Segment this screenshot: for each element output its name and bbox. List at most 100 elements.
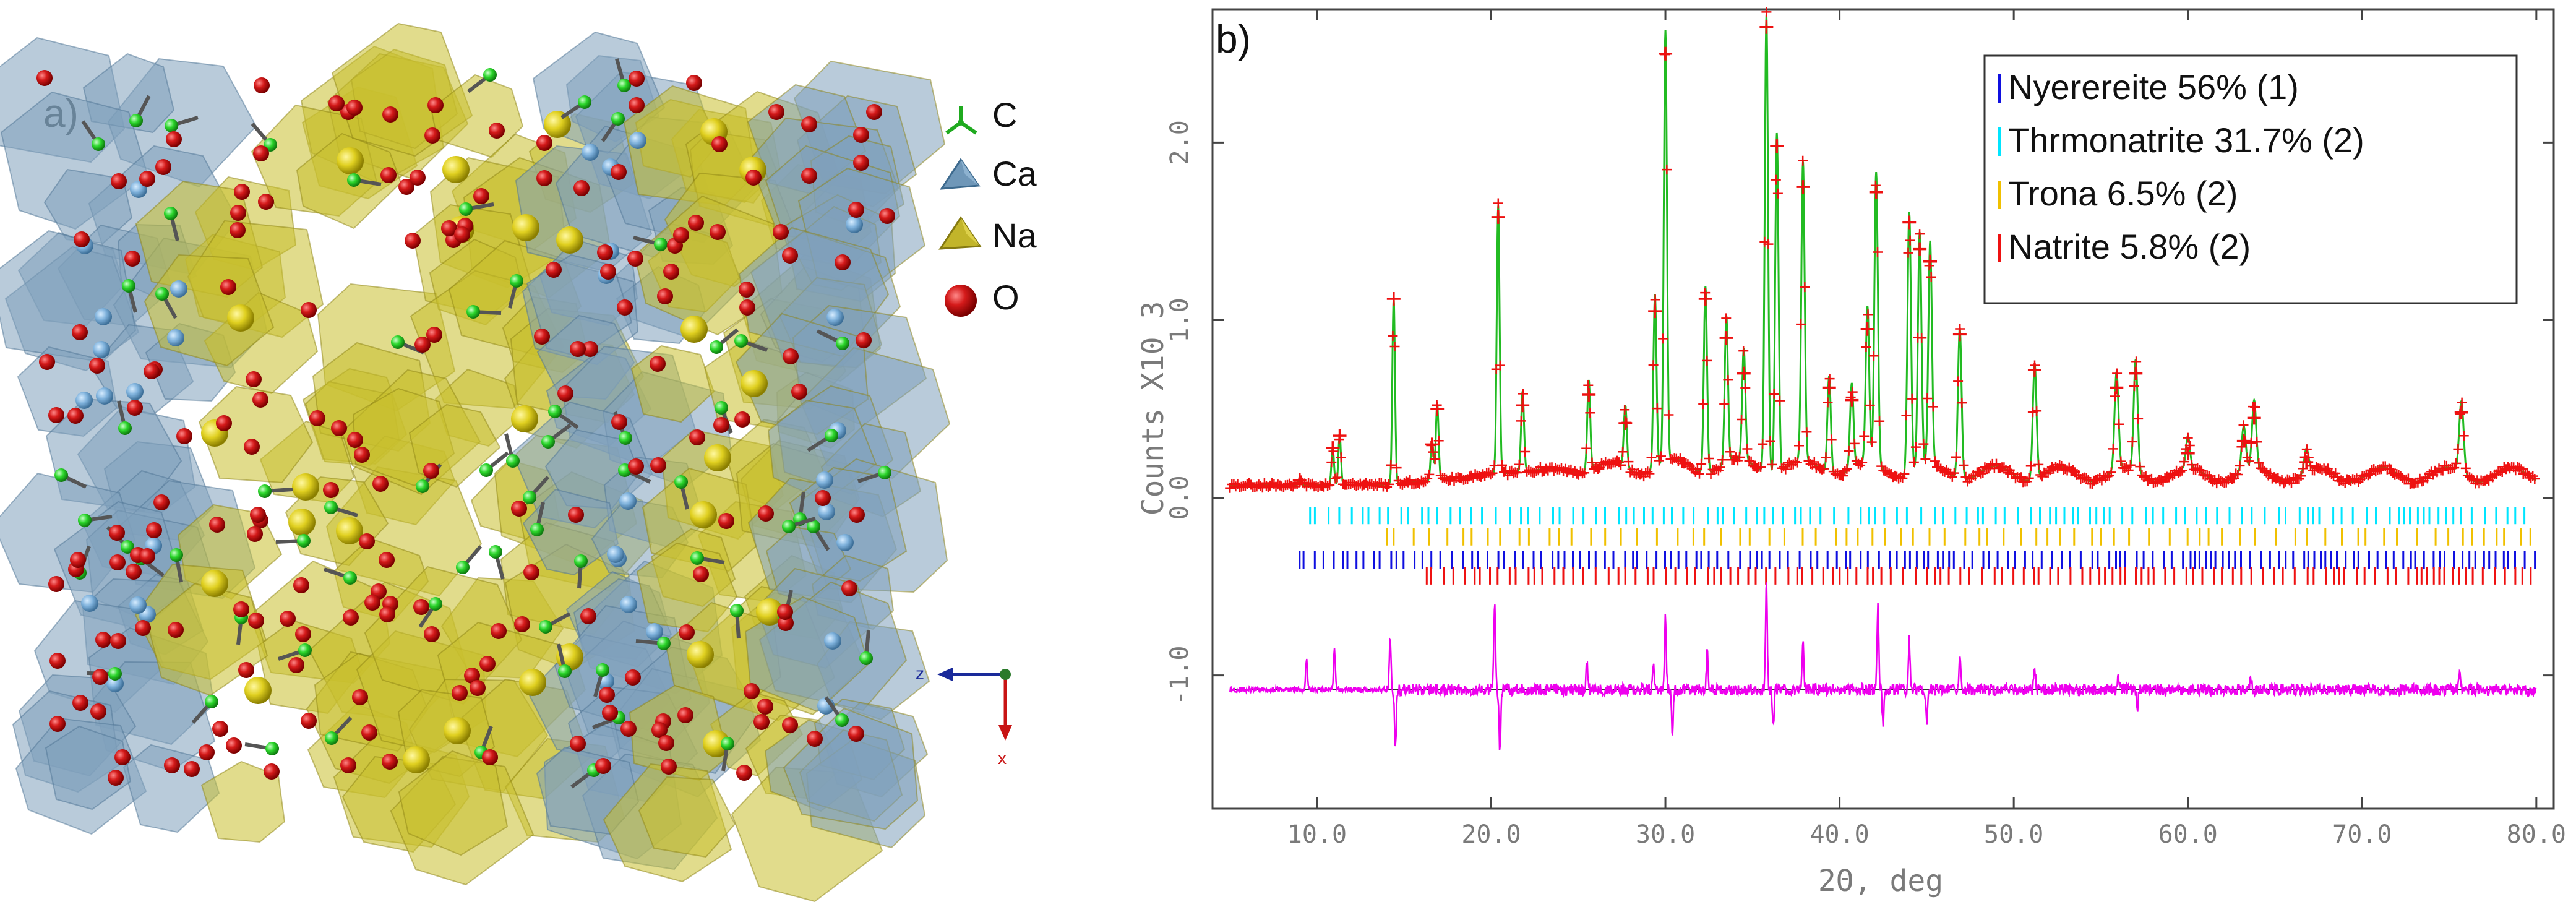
carbon-atom [734,334,748,348]
oxygen-atom [568,507,584,523]
carbon-atom [54,468,68,482]
oxygen-atom [611,414,627,430]
oxygen-atom [782,717,798,733]
carbon-atom [391,335,405,349]
oxygen-atom [514,616,530,632]
oxygen-atom [247,526,263,542]
carbon-atom [530,523,544,536]
oxygen-atom [414,337,431,353]
peak-maximum-mark [1822,380,1836,395]
oxygen-atom [361,724,377,741]
carbon-atom [155,287,169,301]
carbon-atom [721,737,734,750]
oxygen-atom [410,170,426,186]
oxygen-atom [602,705,618,721]
oxygen-atom [364,595,380,611]
observed-points [1225,7,2540,493]
carbon-atom [459,202,473,216]
coordination-polyhedron [198,385,314,484]
oxygen-atom [777,604,793,620]
x-tick-label: 20.0 [1461,820,1521,849]
sodium-atom [337,147,364,174]
oxygen-atom [815,490,831,506]
oxygen-atom [629,71,645,87]
carbon-atom [825,429,838,442]
oxygen-atom [791,384,807,400]
carbon-atom [619,431,632,445]
oxygen-atom [661,759,677,775]
oxygen-atom [689,429,705,445]
oxygen-atom [853,127,869,143]
oxygen-atom [288,657,304,673]
peak-maximum-mark [1923,254,1938,269]
peak-maximum-mark [2247,411,2261,425]
sodium-atom [703,730,730,757]
carbon-atom [324,501,338,514]
oxygen-atom [264,763,280,780]
sodium-atom [756,598,783,626]
oxygen-atom [856,332,872,348]
calcium-atom [629,132,646,149]
carbon-atom [164,207,178,220]
carbon-atom [835,713,849,727]
calcium-atom [582,144,599,161]
calcium-atom [646,623,663,640]
sodium-atom [442,156,470,183]
oxygen-atom [246,371,262,387]
peak-maximum-mark [1648,304,1662,319]
calcium-atom [607,546,624,563]
oxygen-atom [109,554,126,570]
sodium-atom [244,677,272,704]
calcium-atom [81,595,98,612]
reflection-ticks-nyerereite [1299,551,2536,569]
oxygen-atom [688,215,704,231]
oxygen-atom [238,662,254,678]
oxygen-atom [146,522,162,538]
coordination-polyhedron [45,725,132,810]
oxygen-atom [736,765,752,781]
x-tick-label: 80.0 [2507,820,2566,849]
carbon-atom [343,571,357,585]
calcium-atom [826,309,844,326]
peak-maximum-mark [1845,393,1859,407]
peak-maximum-mark [1326,441,1340,455]
oxygen-atom [234,184,250,200]
sodium-atom [227,304,254,332]
oxygen-atom [74,231,90,247]
calcium-atom [836,534,854,551]
oxygen-atom [49,653,66,669]
legend-entry-label: Natrite 5.8% (2) [2008,227,2251,266]
carbon-atom [489,545,502,559]
oxygen-atom [686,75,702,91]
calcium-atom [106,675,124,692]
oxygen-atom [301,302,317,318]
sodium-atom [680,316,708,343]
oxygen-atom [114,749,131,765]
oxygen-atom [139,548,155,564]
oxygen-atom [651,722,668,738]
oxygen-sphere-icon [945,285,977,317]
oxygen-atom [354,447,370,463]
oxygen-atom [176,428,192,444]
oxygen-atom [597,244,613,260]
carbon-atom [654,238,668,251]
oxygen-atom [70,552,86,568]
carbon-atom [298,643,312,657]
carbon-atom [558,664,572,678]
peak-maximum-mark [2110,380,2124,395]
carbon-atom [78,514,92,527]
oxygen-atom [482,749,498,765]
oxygen-atom [424,626,440,642]
peak-maximum-mark [1333,429,1347,443]
oxygen-atom [48,576,64,592]
oxygen-atom [379,552,395,568]
sodium-atom [519,669,546,696]
sodium-atom [336,517,363,544]
carbon-atom [297,534,311,548]
peak-maximum-mark [1618,416,1633,430]
oxygen-atom [331,420,347,436]
oxygen-atom [153,494,170,510]
oxygen-atom [848,726,864,742]
x-tick-label: 70.0 [2332,820,2392,849]
coordination-polyhedron [522,488,619,576]
